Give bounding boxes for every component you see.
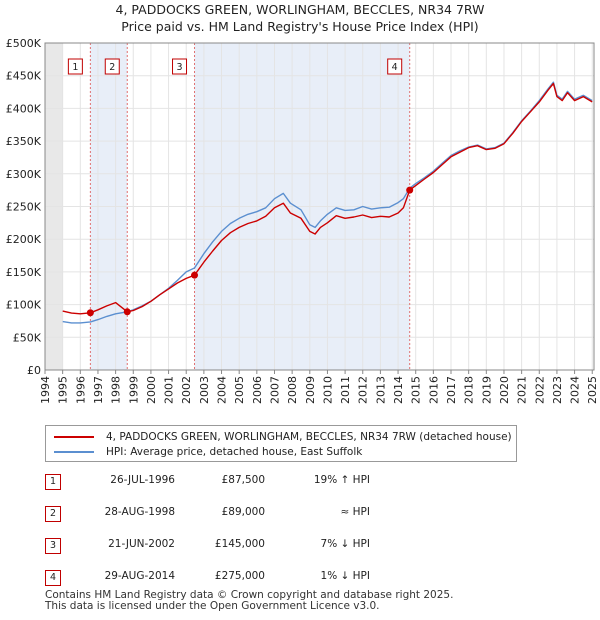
y-tick-label: £50K bbox=[13, 331, 42, 344]
transaction-points bbox=[86, 186, 414, 317]
x-tick-label: 1995 bbox=[57, 376, 70, 404]
transaction-point bbox=[191, 271, 199, 279]
x-tick-label: 2012 bbox=[357, 376, 370, 404]
transaction-price: £87,500 bbox=[221, 474, 265, 486]
y-tick-label: £450K bbox=[6, 70, 42, 83]
x-tick-label: 1994 bbox=[39, 376, 52, 404]
table-row: 4 29-AUG-2014 £275,000 1% ↓ HPI bbox=[45, 570, 385, 586]
footer-licence: This data is licensed under the Open Gov… bbox=[45, 600, 380, 612]
x-tick-label: 2004 bbox=[216, 376, 229, 404]
legend-swatch-hpi bbox=[54, 451, 94, 453]
x-tick-label: 1999 bbox=[127, 376, 140, 404]
x-tick-label: 2021 bbox=[516, 376, 529, 404]
legend-label-hpi: HPI: Average price, detached house, East… bbox=[106, 446, 363, 458]
x-tick-label: 2009 bbox=[304, 376, 317, 404]
y-tick-label: £350K bbox=[6, 135, 42, 148]
x-tick-label: 2024 bbox=[569, 376, 582, 404]
series-lines bbox=[62, 81, 593, 324]
x-tick-label: 2000 bbox=[145, 376, 158, 404]
transaction-point bbox=[123, 308, 131, 316]
transaction-date: 28-AUG-1998 bbox=[104, 506, 175, 518]
transaction-price: £275,000 bbox=[214, 570, 265, 582]
legend-label-price: 4, PADDOCKS GREEN, WORLINGHAM, BECCLES, … bbox=[106, 431, 512, 443]
transaction-label-box bbox=[104, 58, 120, 75]
x-tick-label: 1997 bbox=[92, 376, 105, 404]
transaction-point bbox=[406, 186, 414, 194]
transaction-number: 1 bbox=[45, 474, 61, 490]
y-tick-label: £200K bbox=[6, 233, 42, 246]
x-tick-label: 2013 bbox=[374, 376, 387, 404]
table-row: 2 28-AUG-1998 £89,000 ≈ HPI bbox=[45, 506, 385, 522]
transaction-hpi: ≈ HPI bbox=[340, 506, 370, 518]
transaction-labels: 1 2 3 4 bbox=[67, 58, 403, 75]
axes: £0 £50K £100K £150K £200K £250K £300K £350K £400… bbox=[6, 37, 599, 404]
transaction-date: 29-AUG-2014 bbox=[104, 570, 175, 582]
transaction-point bbox=[86, 309, 94, 317]
price-chart: 1 2 3 4 £0 £50K £100K £150K £200K £250K £300K £350… bbox=[6, 37, 599, 404]
x-tick-label: 2001 bbox=[163, 376, 176, 404]
transaction-number: 2 bbox=[45, 506, 61, 522]
legend-item-hpi: HPI: Average price, detached house, East… bbox=[54, 445, 362, 459]
x-tick-label: 2017 bbox=[445, 376, 458, 404]
x-tick-label: 2022 bbox=[533, 376, 546, 404]
x-tick-label: 2007 bbox=[268, 376, 281, 404]
plot-frame bbox=[44, 42, 595, 371]
x-tick-label: 1998 bbox=[110, 376, 123, 404]
x-tick-label: 2014 bbox=[392, 376, 405, 404]
x-tick-label: 2023 bbox=[551, 376, 564, 404]
transaction-label: 3 bbox=[176, 62, 182, 73]
transaction-label: 2 bbox=[109, 62, 115, 73]
chart-subtitle: Price paid vs. HM Land Registry's House … bbox=[121, 19, 479, 34]
table-row: 3 21-JUN-2002 £145,000 7% ↓ HPI bbox=[45, 538, 385, 554]
x-tick-label: 2020 bbox=[498, 376, 511, 404]
transaction-date: 26-JUL-1996 bbox=[110, 474, 175, 486]
transaction-price: £89,000 bbox=[221, 506, 265, 518]
transaction-date: 21-JUN-2002 bbox=[108, 538, 175, 550]
price-paid-line bbox=[62, 82, 593, 315]
x-tick-label: 2019 bbox=[480, 376, 493, 404]
x-tick-label: 2005 bbox=[233, 376, 246, 404]
transaction-price: £145,000 bbox=[214, 538, 265, 550]
x-tick-label: 2002 bbox=[180, 376, 193, 404]
legend-swatch-price bbox=[54, 436, 94, 438]
legend: 4, PADDOCKS GREEN, WORLINGHAM, BECCLES, … bbox=[45, 425, 517, 462]
x-tick-label: 2006 bbox=[251, 376, 264, 404]
y-tick-label: £250K bbox=[6, 201, 42, 214]
x-tick-label: 1996 bbox=[74, 376, 87, 404]
y-tick-label: £400K bbox=[6, 102, 42, 115]
y-tick-label: £300K bbox=[6, 168, 42, 181]
x-tick-label: 2011 bbox=[339, 376, 352, 404]
x-tick-label: 2003 bbox=[198, 376, 211, 404]
transaction-hpi: 1% ↓ HPI bbox=[320, 570, 370, 582]
footer: Contains HM Land Registry data © Crown c… bbox=[45, 590, 453, 612]
x-tick-label: 2025 bbox=[586, 376, 599, 404]
transaction-number: 4 bbox=[45, 570, 61, 586]
legend-item-price: 4, PADDOCKS GREEN, WORLINGHAM, BECCLES, … bbox=[54, 430, 512, 444]
transaction-label: 1 bbox=[72, 62, 78, 73]
transaction-label-box bbox=[172, 58, 188, 75]
y-tick-label: £0 bbox=[27, 364, 41, 377]
transaction-label-box bbox=[67, 58, 83, 75]
x-tick-label: 2010 bbox=[321, 376, 334, 404]
x-tick-label: 2018 bbox=[463, 376, 476, 404]
y-tick-label: £100K bbox=[6, 299, 42, 312]
x-tick-label: 2008 bbox=[286, 376, 299, 404]
transaction-label-box bbox=[387, 58, 403, 75]
y-tick-label: £150K bbox=[6, 266, 42, 279]
x-tick-label: 2016 bbox=[427, 376, 440, 404]
transaction-hpi: 7% ↓ HPI bbox=[320, 538, 370, 550]
chart-title: 4, PADDOCKS GREEN, WORLINGHAM, BECCLES, … bbox=[115, 2, 485, 17]
transaction-hpi: 19% ↑ HPI bbox=[313, 474, 370, 486]
x-tick-label: 2015 bbox=[410, 376, 423, 404]
transaction-number: 3 bbox=[45, 538, 61, 554]
y-tick-label: £500K bbox=[6, 37, 42, 50]
footer-copyright: Contains HM Land Registry data © Crown c… bbox=[45, 589, 454, 601]
transaction-label: 4 bbox=[392, 62, 398, 73]
table-row: 1 26-JUL-1996 £87,500 19% ↑ HPI bbox=[45, 474, 385, 490]
